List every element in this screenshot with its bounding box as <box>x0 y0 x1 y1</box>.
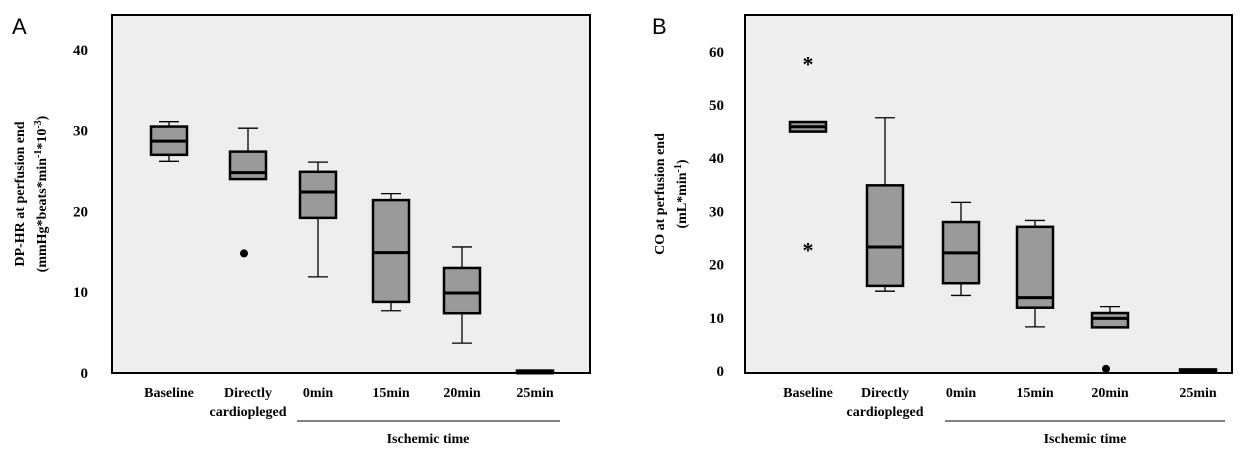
group-label-a: Ischemic time <box>387 432 470 447</box>
x-category-label: Directly <box>861 386 909 401</box>
box-iqr <box>228 150 268 181</box>
y-tick-label: 0 <box>717 364 725 380</box>
y-tick-label: 10 <box>73 285 88 301</box>
box-iqr <box>298 170 338 220</box>
y-tick-label: 20 <box>709 258 724 274</box>
y-tick-label: 60 <box>709 45 724 61</box>
panel-label-b: B <box>652 14 667 39</box>
y-axis-label-a-line2: (mmHg*beats*min-1*10-3) <box>33 115 50 272</box>
y-tick-label: 30 <box>73 124 88 140</box>
y-tick-label: 0 <box>81 366 89 382</box>
x-category-label: 20min <box>443 386 481 401</box>
outlier-star: * <box>803 238 814 263</box>
panel-b: B CO at perfusion end (mL*min-1) 0 10 20 30… <box>652 14 1233 447</box>
plot-area-a <box>111 14 591 374</box>
y-ticks-b: 0 10 20 30 40 50 60 <box>709 45 724 380</box>
box-iqr <box>371 198 411 304</box>
plot-area-b <box>744 14 1233 374</box>
y-tick-label: 10 <box>709 311 724 327</box>
box-iqr <box>1090 311 1130 329</box>
x-category-label: 0min <box>946 386 977 401</box>
x-categories-a: Baseline Directly cardiopleged 0min 15min 20m… <box>144 386 554 420</box>
x-categories-b: Baseline Directly cardiopleged 0min 15min 20m… <box>783 386 1217 420</box>
x-category-label-line2: cardiopleged <box>847 405 924 420</box>
y-tick-label: 20 <box>73 204 88 220</box>
box-plot <box>515 369 555 375</box>
box-plot <box>442 246 482 344</box>
y-tick-label: 40 <box>73 43 88 59</box>
panel-a: A DP-HR at perfusion end (mmHg*beats*min… <box>12 14 591 447</box>
y-axis-label-b-line2: (mL*min-1) <box>673 159 690 228</box>
box-plot <box>228 127 268 181</box>
y-axis-label-a-line1: DP-HR at perfusion end <box>13 121 28 266</box>
group-label-b: Ischemic time <box>1044 432 1127 447</box>
box-plot <box>941 201 981 297</box>
box-plot <box>1015 219 1055 328</box>
outlier-star: * <box>803 51 814 76</box>
x-category-label: 25min <box>516 386 554 401</box>
box-plot <box>371 192 411 312</box>
y-ticks-a: 0 10 20 30 40 <box>73 43 88 382</box>
x-category-label: 20min <box>1091 386 1129 401</box>
x-category-label: 25min <box>1179 386 1217 401</box>
boxes-b: ** <box>788 51 1218 373</box>
x-category-label: Directly <box>224 386 272 401</box>
y-axis-label-b-line1: CO at perfusion end <box>653 133 668 255</box>
boxes-a <box>149 121 555 375</box>
x-category-label: 15min <box>1016 386 1054 401</box>
box-plot <box>298 161 338 278</box>
y-tick-label: 30 <box>709 204 724 220</box>
x-category-label: 15min <box>372 386 410 401</box>
y-tick-label: 40 <box>709 151 724 167</box>
y-tick-label: 50 <box>709 98 724 114</box>
x-category-label: Baseline <box>783 386 833 401</box>
box-plot <box>149 121 189 162</box>
panel-label-a: A <box>12 14 27 39</box>
box-plot <box>865 117 905 292</box>
box-iqr <box>1015 225 1055 309</box>
box-iqr <box>865 184 905 288</box>
x-category-label-line2: cardiopleged <box>210 405 287 420</box>
x-category-label: Baseline <box>144 386 194 401</box>
outlier-dot <box>1102 364 1110 373</box>
box-iqr <box>442 266 482 315</box>
box-plot <box>788 120 828 133</box>
box-plot <box>1090 305 1130 329</box>
box-plot <box>1178 368 1218 373</box>
outlier-dot <box>240 249 248 258</box>
x-category-label: 0min <box>303 386 334 401</box>
